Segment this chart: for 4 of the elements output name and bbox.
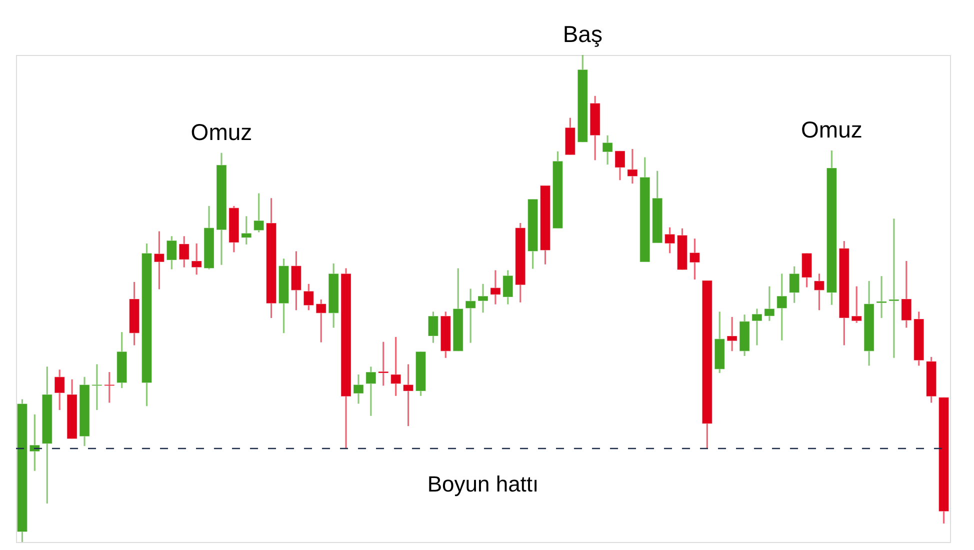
annotation: Omuz [801,116,862,142]
annotation: Omuz [190,118,252,145]
annotation: Baş [562,21,602,47]
ref-line-label: Boyun hattı [427,471,539,496]
